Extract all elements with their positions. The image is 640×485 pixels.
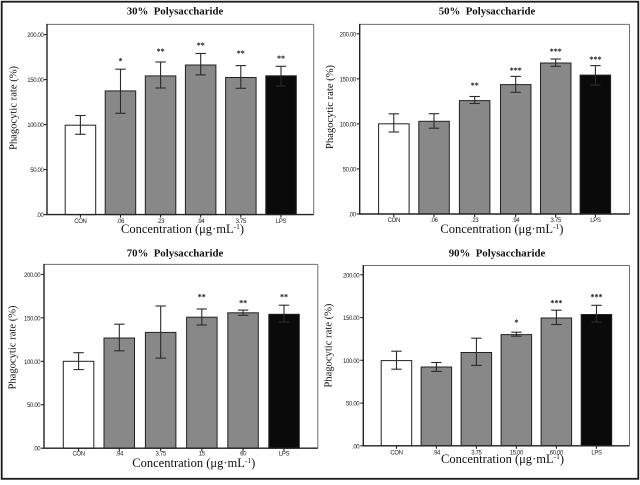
- svg-text:3.75: 3.75: [236, 219, 247, 225]
- svg-text:***: ***: [591, 293, 603, 302]
- svg-text:**: **: [198, 293, 206, 302]
- svg-text:.00: .00: [33, 447, 41, 453]
- svg-text:CON: CON: [74, 219, 86, 225]
- svg-text:200.00: 200.00: [340, 32, 357, 38]
- svg-text:Phagocytic rate (%): Phagocytic rate (%): [325, 64, 336, 149]
- svg-text:150.00: 150.00: [343, 316, 360, 322]
- svg-text:Concentration (μg·mL-1): Concentration (μg·mL-1): [121, 222, 244, 236]
- svg-text:CON: CON: [390, 451, 402, 457]
- svg-text:**: **: [239, 299, 247, 308]
- svg-text:**: **: [157, 47, 165, 56]
- svg-text:Concentration (μg·mL-1): Concentration (μg·mL-1): [440, 222, 563, 236]
- svg-text:Phagocytic rate (%): Phagocytic rate (%): [8, 65, 19, 150]
- svg-text:3.75: 3.75: [471, 451, 482, 457]
- svg-text:CON: CON: [72, 452, 84, 458]
- svg-text:15: 15: [199, 452, 206, 458]
- svg-text:*: *: [514, 318, 518, 327]
- svg-text:3.75: 3.75: [551, 218, 562, 224]
- svg-text:50% Polysaccharide: 50% Polysaccharide: [439, 5, 536, 17]
- svg-text:3.75: 3.75: [156, 452, 167, 458]
- svg-text:Concentration (μg·mL-1): Concentration (μg·mL-1): [132, 456, 255, 470]
- svg-text:**: **: [197, 41, 205, 50]
- svg-text:*: *: [119, 57, 123, 66]
- svg-text:**: **: [237, 49, 245, 58]
- svg-text:150.00: 150.00: [27, 78, 44, 84]
- svg-text:200.00: 200.00: [27, 33, 44, 39]
- svg-text:100.00: 100.00: [340, 122, 357, 128]
- svg-text:.94: .94: [116, 452, 124, 458]
- svg-text:150.00: 150.00: [24, 316, 41, 322]
- svg-text:.94: .94: [512, 218, 520, 224]
- svg-text:50.00: 50.00: [343, 167, 357, 173]
- svg-text:CON: CON: [388, 218, 400, 224]
- svg-text:.06: .06: [117, 219, 125, 225]
- svg-text:.06: .06: [430, 218, 438, 224]
- svg-text:200.00: 200.00: [24, 273, 41, 279]
- svg-text:LPS: LPS: [279, 452, 290, 458]
- svg-text:**: **: [277, 54, 285, 63]
- svg-text:100.00: 100.00: [27, 123, 44, 129]
- svg-text:.00: .00: [36, 213, 44, 219]
- svg-text:***: ***: [550, 299, 562, 308]
- svg-text:***: ***: [510, 66, 522, 75]
- svg-text:**: **: [280, 292, 288, 301]
- svg-text:70% Polysaccharide: 70% Polysaccharide: [127, 247, 224, 259]
- svg-text:30% Polysaccharide: 30% Polysaccharide: [127, 5, 224, 17]
- svg-text:200.00: 200.00: [343, 273, 360, 279]
- svg-text:90% Polysaccharide: 90% Polysaccharide: [449, 247, 546, 259]
- svg-text:60.00: 60.00: [550, 451, 564, 457]
- svg-text:.23: .23: [471, 218, 479, 224]
- svg-text:Concentration (μg·mL-1): Concentration (μg·mL-1): [441, 452, 564, 466]
- svg-text:50.00: 50.00: [346, 402, 360, 408]
- svg-text:50.00: 50.00: [30, 168, 44, 174]
- svg-text:***: ***: [589, 55, 601, 64]
- svg-text:Phagocytic rate (%): Phagocytic rate (%): [323, 303, 334, 388]
- svg-text:15.00: 15.00: [510, 451, 524, 457]
- svg-text:Phagocytic rate (%): Phagocytic rate (%): [8, 305, 19, 390]
- svg-text:60: 60: [240, 452, 247, 458]
- svg-text:.00: .00: [352, 444, 360, 450]
- svg-text:100.00: 100.00: [343, 359, 360, 365]
- svg-text:.94: .94: [197, 219, 205, 225]
- svg-text:**: **: [471, 81, 479, 90]
- svg-text:.00: .00: [349, 213, 357, 219]
- svg-text:LPS: LPS: [276, 219, 287, 225]
- svg-text:.23: .23: [157, 219, 165, 225]
- svg-text:.94: .94: [433, 451, 441, 457]
- svg-text:LPS: LPS: [590, 218, 601, 224]
- svg-text:LPS: LPS: [591, 451, 602, 457]
- svg-text:100.00: 100.00: [24, 360, 41, 366]
- svg-text:150.00: 150.00: [340, 77, 357, 83]
- svg-text:50.00: 50.00: [27, 403, 41, 409]
- svg-text:***: ***: [550, 47, 562, 56]
